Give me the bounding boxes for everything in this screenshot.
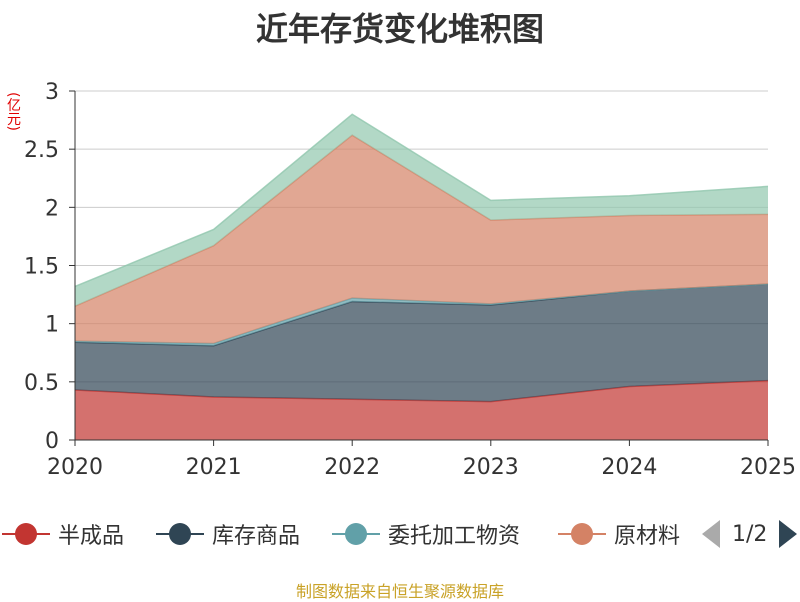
y-tick-label: 1 [45, 313, 59, 338]
legend-marker-icon [332, 512, 380, 556]
y-tick-label: 3 [45, 80, 59, 105]
y-tick-label: 2 [45, 196, 59, 221]
legend-label: 原材料 [614, 524, 681, 549]
x-tick-label: 2024 [601, 455, 657, 480]
x-tick-label: 2020 [47, 455, 103, 480]
x-tick-label: 2022 [324, 455, 380, 480]
y-tick-label: 2.5 [24, 138, 59, 163]
line-series-unlabeled [74, 113, 769, 288]
axes: 0 0.5 1 1.5 2 2.5 3 2020 2021 2022 2023 2024 2025 [24, 80, 796, 480]
legend-marker-icon [156, 512, 204, 556]
legend-item-consigned-materials[interactable]: 委托加工物资 [332, 512, 520, 556]
y-tick-label: 0.5 [24, 371, 59, 396]
stacked-areas [74, 113, 769, 440]
y-tick-label: 1.5 [24, 255, 59, 280]
area-series-3 [75, 135, 768, 344]
legend-item-inventory-goods[interactable]: 库存商品 [156, 512, 300, 556]
y-axis-unit-label: (亿元) [5, 92, 21, 131]
legend-label: 委托加工物资 [388, 524, 521, 549]
legend-label: 半成品 [58, 524, 125, 549]
legend-item-semi-finished[interactable]: 半成品 [2, 512, 124, 556]
legend-pager: 1/2 [702, 512, 798, 556]
area-series-0 [75, 380, 768, 440]
legend-marker-icon [2, 512, 50, 556]
x-tick-label: 2025 [740, 455, 796, 480]
area-series-1 [75, 284, 768, 402]
legend-label: 库存商品 [212, 524, 301, 549]
x-tick-label: 2023 [463, 455, 519, 480]
y-tick-label: 0 [45, 429, 59, 454]
area-series-unlabeled [75, 114, 768, 307]
legend-item-raw-materials[interactable]: 原材料 [558, 512, 684, 556]
chart-title: 近年存货变化堆积图 [255, 10, 544, 48]
legend-next-page-icon[interactable] [779, 520, 798, 548]
legend-prev-page-icon[interactable] [702, 520, 720, 548]
x-tick-label: 2021 [186, 455, 242, 480]
legend-marker-icon [558, 512, 606, 556]
legend: 半成品 库存商品 委托加工物资 原材料 [0, 512, 800, 556]
legend-page-indicator: 1/2 [732, 521, 768, 547]
data-source-note: 制图数据来自恒生聚源数据库 [295, 582, 504, 601]
